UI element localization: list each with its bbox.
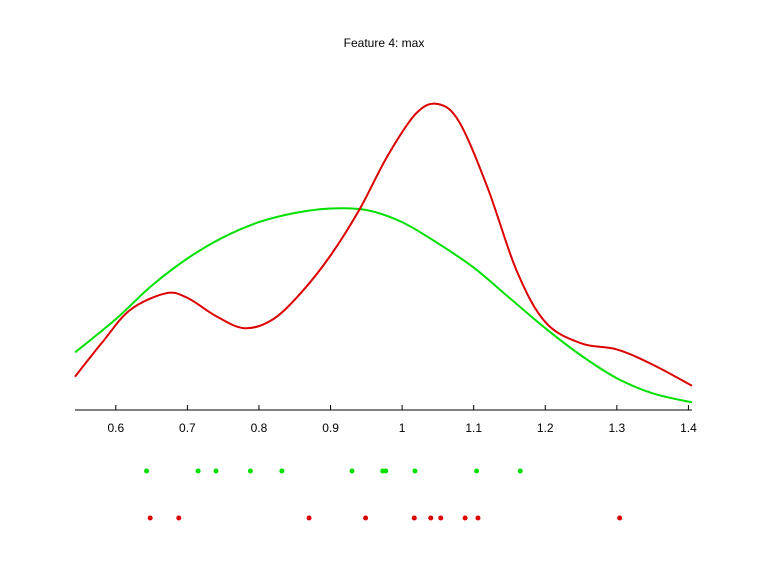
x-axis-ticks: 0.6 0.7 0.8 0.9 1 1.1 1.2 1.3 1.4 bbox=[107, 405, 697, 435]
x-tick-label: 1 bbox=[399, 421, 406, 435]
sample-point-series-2 bbox=[306, 515, 312, 521]
x-tick-label: 0.6 bbox=[107, 421, 124, 435]
x-tick-label: 0.9 bbox=[322, 421, 339, 435]
sample-point-series-2 bbox=[428, 515, 434, 521]
x-tick-label: 1.1 bbox=[465, 421, 482, 435]
sample-point-series-1 bbox=[474, 468, 480, 474]
sample-point-series-1 bbox=[144, 468, 150, 474]
sample-point-series-1 bbox=[213, 468, 219, 474]
sample-point-series-1 bbox=[349, 468, 355, 474]
sample-point-series-1 bbox=[412, 468, 418, 474]
x-tick-label: 0.8 bbox=[251, 421, 268, 435]
density-curve-1 bbox=[74, 207, 693, 404]
sample-point-series-2 bbox=[176, 515, 182, 521]
x-tick-label: 1.2 bbox=[537, 421, 554, 435]
sample-point-series-2 bbox=[462, 515, 468, 521]
sample-point-series-1 bbox=[195, 468, 201, 474]
x-tick-label: 0.7 bbox=[179, 421, 196, 435]
sample-point-series-1 bbox=[279, 468, 285, 474]
x-tick-label: 1.3 bbox=[608, 421, 625, 435]
sample-point-series-1 bbox=[383, 468, 389, 474]
sample-markers bbox=[144, 468, 623, 521]
sample-point-series-2 bbox=[411, 515, 417, 521]
sample-point-series-2 bbox=[147, 515, 153, 521]
density-curve-2 bbox=[74, 102, 693, 387]
sample-point-series-2 bbox=[438, 515, 444, 521]
sample-point-series-2 bbox=[617, 515, 623, 521]
chart-title: Feature 4: max bbox=[344, 36, 425, 50]
x-tick-label: 1.4 bbox=[680, 421, 697, 435]
sample-point-series-1 bbox=[247, 468, 253, 474]
sample-point-series-1 bbox=[517, 468, 523, 474]
sample-point-series-2 bbox=[475, 515, 481, 521]
sample-point-series-2 bbox=[363, 515, 369, 521]
density-curves bbox=[74, 102, 693, 404]
